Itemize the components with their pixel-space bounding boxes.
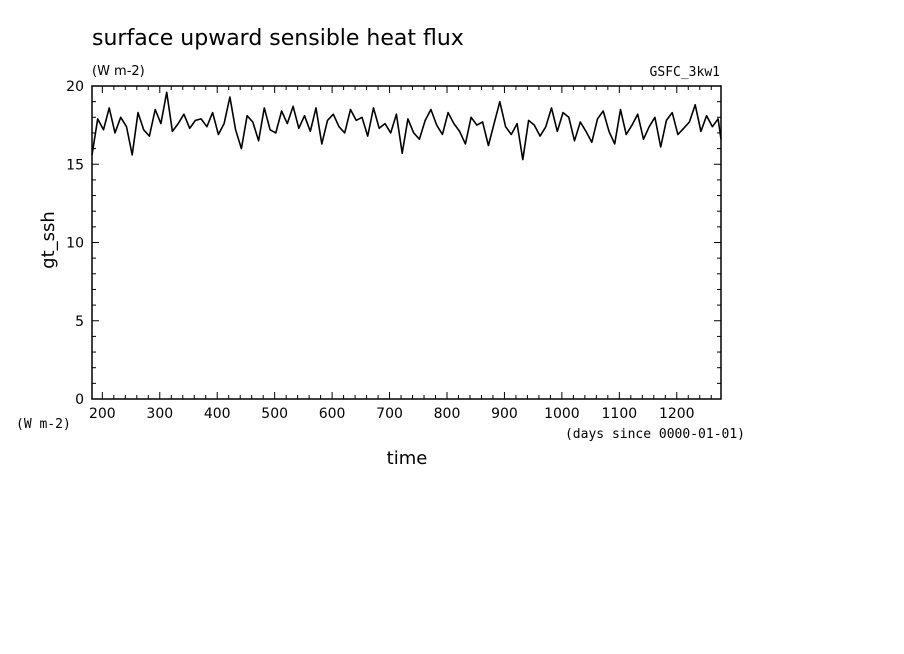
y-axis-units: (W m-2)	[16, 417, 71, 432]
y-tick-label: 15	[66, 157, 84, 173]
x-tick-label: 300	[146, 406, 173, 422]
y-tick-label: 5	[75, 314, 84, 330]
x-axis-label: time	[387, 448, 428, 469]
y-tick-label: 20	[66, 79, 84, 95]
x-tick-label: 200	[89, 406, 116, 422]
plot-area: 200 300 400 500 600 700 800 900 1000 1100 1200 0 5 1…	[66, 79, 722, 422]
x-tick-label: 700	[376, 406, 403, 422]
x-tick-label: 900	[491, 406, 518, 422]
series-line	[91, 91, 722, 161]
y-axis-label: gt_ssh	[38, 211, 59, 269]
chart-subtitle-units: (W m-2)	[92, 64, 145, 79]
x-tick-label: 500	[261, 406, 288, 422]
y-tick-label: 0	[75, 392, 84, 408]
y-axis: 0 5 10 15 20	[66, 79, 721, 408]
x-tick-label: 800	[434, 406, 461, 422]
chart-title: surface upward sensible heat flux	[92, 26, 464, 51]
x-tick-label: 1200	[659, 406, 695, 422]
x-tick-label: 400	[204, 406, 231, 422]
y-tick-label: 10	[66, 236, 84, 252]
dataset-tag: GSFC_3kw1	[650, 65, 720, 80]
x-tick-label: 1000	[544, 406, 580, 422]
x-axis: 200 300 400 500 600 700 800 900 1000 1100 1200	[89, 86, 712, 422]
x-axis-units: (days since 0000-01-01)	[565, 427, 745, 442]
x-tick-label: 600	[319, 406, 346, 422]
x-tick-label: 1100	[602, 406, 638, 422]
